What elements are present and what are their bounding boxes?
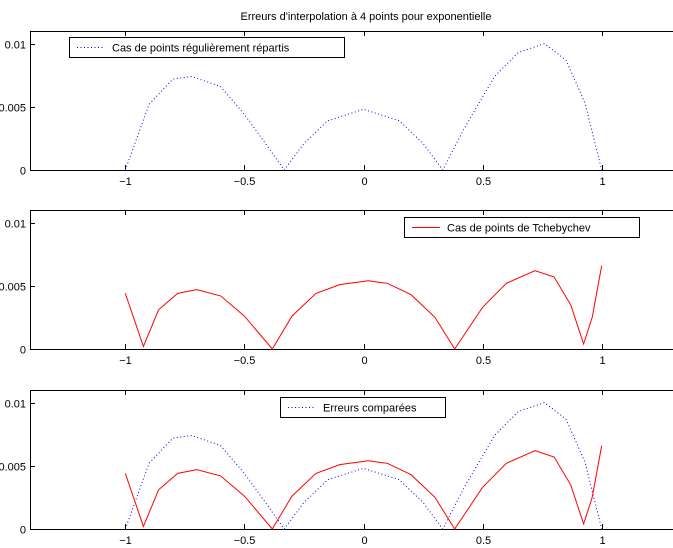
x-tick-label: 0 [361,535,367,547]
x-tick-label: −0.5 [234,355,256,367]
x-tick-label: 1 [599,535,605,547]
y-tick-label: 0.005 [0,282,26,294]
legend-box [69,37,345,58]
legend-label: Cas de points régulièrement répartis [112,43,290,55]
x-tick-label: 0.5 [476,535,491,547]
x-tick-label: −1 [119,176,132,188]
y-tick-label: 0.01 [5,219,26,231]
y-tick-label: 0 [20,166,26,178]
chart-panel-3: −1 −0.5 0 0.5 1 0 0.005 0.01 Erreurs comparées [0,390,673,547]
y-tick-label: 0.01 [5,399,26,411]
x-tick-label: 0.5 [476,355,491,367]
y-tick-label: 0.005 [0,103,26,115]
x-tick-label: 1 [599,176,605,188]
chart-panel-2: −1 −0.5 0 0.5 1 0 0.005 0.01 Cas de points de Tc… [0,210,673,367]
y-tick-label: 0.01 [5,40,26,52]
x-tick-label: 1 [599,355,605,367]
legend-box [280,397,446,418]
y-tick-label: 0 [20,345,26,357]
legend-label: Cas de points de Tchebychev [447,223,591,235]
chart-panel-1: −1 −0.5 0 0.5 1 0 0.005 0.01 Cas de points régul… [0,31,673,188]
y-tick-label: 0.005 [0,462,26,474]
series-line-regular [124,43,603,171]
series-line-tchebychev [124,265,603,350]
legend: Erreurs comparées [280,397,446,418]
x-tick-label: −0.5 [234,535,256,547]
x-tick-label: −1 [119,535,132,547]
x-tick-label: 0 [361,355,367,367]
legend: Cas de points de Tchebychev [404,217,640,238]
legend: Cas de points régulièrement répartis [69,37,345,58]
legend-box [404,217,640,238]
series-line-regular [124,402,603,530]
y-tick-label: 0 [20,525,26,537]
series-line-tchebychev [124,445,603,530]
legend-label: Erreurs comparées [323,403,417,415]
x-tick-label: −0.5 [234,176,256,188]
x-tick-label: 0.5 [476,176,491,188]
x-tick-label: 0 [361,176,367,188]
x-tick-label: −1 [119,355,132,367]
figure-title: Erreurs d'interpolation à 4 points pour … [241,11,492,23]
